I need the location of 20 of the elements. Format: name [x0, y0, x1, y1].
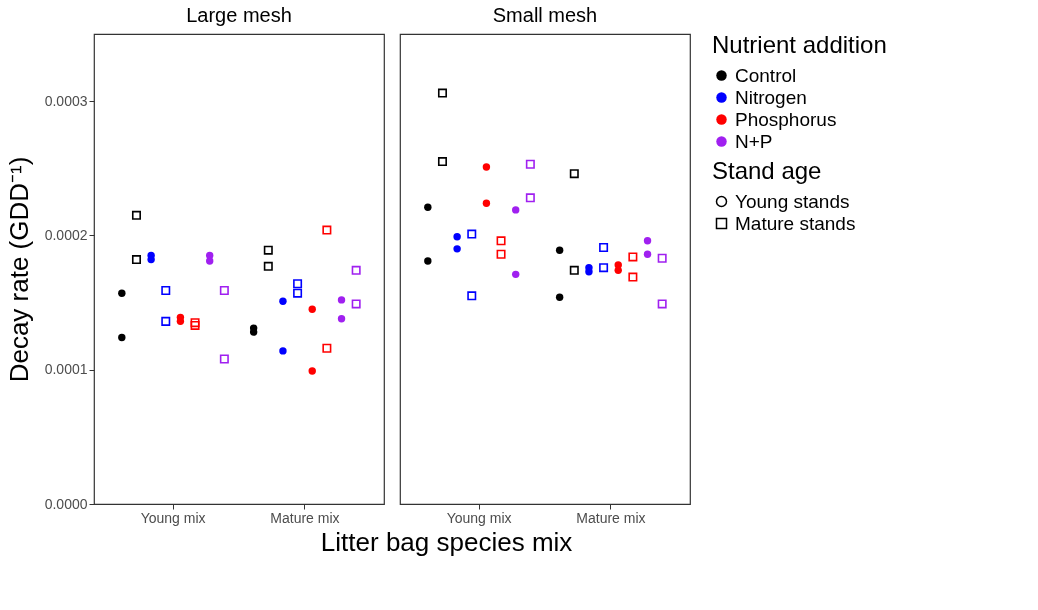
- y-tick-label: 0.0003: [44, 92, 88, 109]
- text: Mature stands: [735, 212, 856, 234]
- y-axis-title: Decay rate (GDD⁻¹): [3, 156, 34, 383]
- y-tick-label: 0.0000: [44, 495, 88, 512]
- text: Young stands: [735, 190, 850, 212]
- x-tick-label: Mature mix: [270, 509, 340, 526]
- x-tick-label: Mature mix: [576, 509, 646, 526]
- legend-label: Nitrogen: [735, 86, 807, 108]
- chart-title: Small mesh: [492, 4, 598, 26]
- x-tick-label: Young mix: [140, 509, 206, 526]
- legend-title: Nutrient addition: [712, 31, 887, 58]
- legend-label: Control: [735, 64, 797, 86]
- x-tick-label: Young mix: [446, 509, 512, 526]
- text: Stand age: [712, 157, 822, 184]
- legend-label: N+P: [735, 130, 773, 152]
- y-tick-label: 0.0001: [44, 361, 88, 378]
- legend-label: Phosphorus: [735, 108, 837, 130]
- chart-title: Large mesh: [186, 4, 292, 26]
- x-axis-title: Litter bag species mix: [320, 526, 573, 557]
- y-tick-label: 0.0002: [44, 226, 88, 243]
